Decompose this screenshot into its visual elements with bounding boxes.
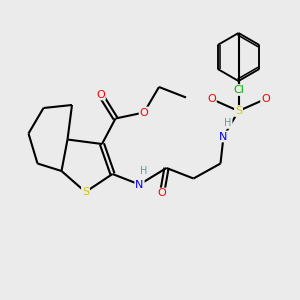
Text: N: N	[135, 179, 144, 190]
Text: H: H	[224, 118, 232, 128]
Text: O: O	[261, 94, 270, 104]
Text: Cl: Cl	[233, 85, 244, 95]
Text: S: S	[235, 106, 242, 116]
Text: H: H	[140, 166, 148, 176]
Text: S: S	[82, 187, 89, 197]
Text: O: O	[96, 89, 105, 100]
Text: O: O	[158, 188, 166, 199]
Text: O: O	[140, 107, 148, 118]
Text: N: N	[219, 131, 228, 142]
Text: O: O	[207, 94, 216, 104]
